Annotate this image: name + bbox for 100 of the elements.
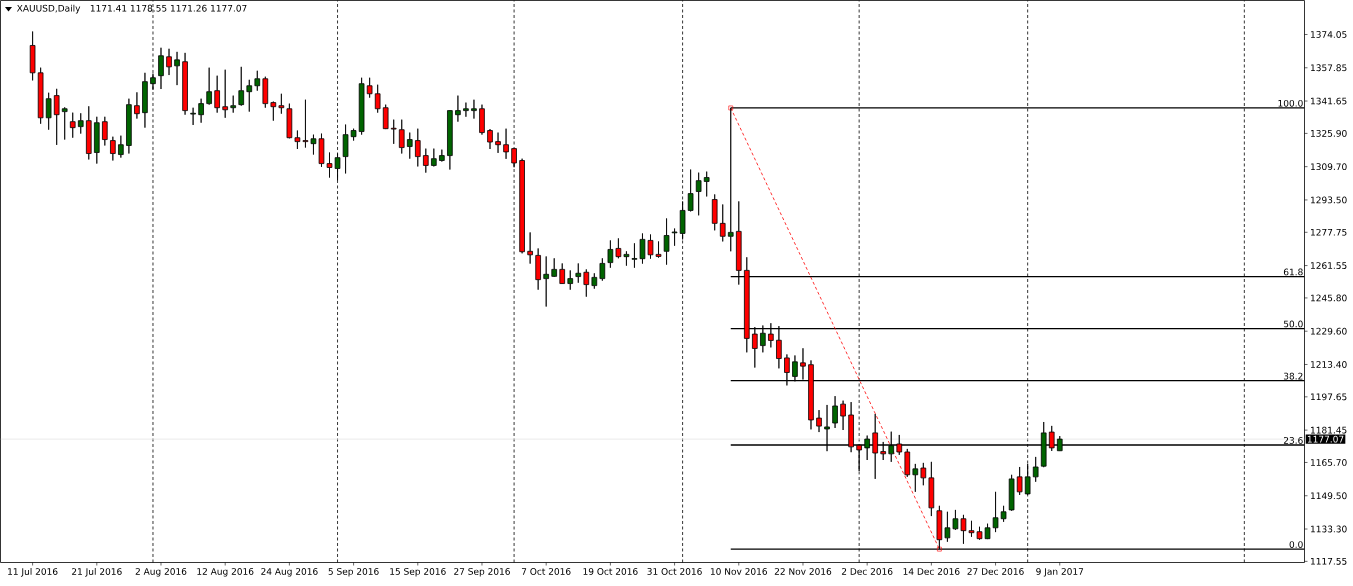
candlestick [471, 99, 477, 119]
candlestick [455, 95, 461, 123]
candlestick [294, 130, 301, 150]
x-tick-label: 31 Oct 2016 [647, 568, 702, 575]
candlestick [198, 98, 204, 124]
x-tick-label: 2 Aug 2016 [135, 568, 187, 577]
candlestick [575, 263, 582, 284]
candlestick [447, 109, 453, 170]
x-tick-label: 11 Jul 2016 [8, 568, 58, 577]
candlestick [254, 70, 261, 92]
x-tick-label: 5 Sep 2016 [328, 568, 379, 577]
candlestick [262, 76, 269, 109]
candlestick [832, 395, 838, 429]
annotation: 23.6 [1283, 436, 1303, 444]
x-tick-label: 9 Jan 2017 [1036, 568, 1084, 577]
candlestick [246, 79, 253, 113]
annotation: 38.2 [1283, 372, 1303, 380]
y-tick-label: 1309.70 [1311, 163, 1347, 171]
candlestick [134, 91, 140, 119]
annotation: 0.0 [1289, 541, 1303, 548]
candlestick [69, 112, 76, 139]
x-tick-label: 27 Sep 2016 [454, 568, 510, 577]
candlestick [495, 132, 501, 154]
candlestick [382, 104, 389, 130]
candlestick [358, 77, 365, 136]
candlestick [214, 75, 220, 114]
y-tick-label: 1277.75 [1311, 228, 1347, 236]
candlestick [551, 257, 558, 278]
candlestick [206, 67, 212, 106]
y-tick-label: 1197.65 [1311, 393, 1347, 401]
chart-title: XAUUSD,Daily [16, 4, 81, 14]
chart-subtitle: 1171.41 1178.55 1171.26 1177.07 [90, 4, 247, 12]
candlestick [270, 101, 277, 122]
candlestick [559, 263, 566, 285]
candlestick [944, 511, 951, 543]
candlestick [992, 491, 999, 533]
candlestick [487, 128, 493, 150]
candlestick [166, 48, 172, 76]
y-tick-label: 1341.65 [1311, 97, 1347, 105]
candlestick [840, 400, 846, 431]
candlestick [816, 409, 822, 433]
candlestick [374, 84, 381, 114]
y-tick-label: 1229.60 [1311, 327, 1347, 335]
candlestick [406, 132, 413, 160]
candlestick [671, 228, 678, 247]
candlestick [912, 463, 919, 493]
candlestick [286, 103, 293, 139]
candlestick [535, 248, 541, 291]
y-tick-label: 1213.40 [1311, 361, 1347, 368]
candlestick [174, 51, 180, 86]
y-tick-label: 1357.85 [1311, 64, 1347, 72]
candlestick [519, 158, 525, 254]
x-tick-label: 2 Dec 2016 [841, 568, 893, 575]
candlestick [431, 148, 437, 167]
candlestick [928, 461, 935, 517]
y-tick-label: 1181.45 [1311, 426, 1347, 434]
candlestick [190, 107, 196, 126]
candlestick [1032, 456, 1039, 483]
x-tick-label: 21 Jul 2016 [71, 568, 122, 577]
candlestick [719, 204, 726, 242]
candlestick [85, 105, 92, 160]
x-tick-label: 27 Dec 2016 [967, 568, 1024, 575]
candlestick [591, 272, 598, 290]
candlestick [53, 88, 60, 146]
candlestick [567, 270, 574, 291]
candlestick [37, 67, 44, 125]
y-tick-label: 1245.80 [1311, 294, 1347, 302]
annotation: 61.8 [1283, 268, 1303, 276]
candlestick [1000, 505, 1007, 523]
candlestick [29, 31, 36, 81]
candlestick [1008, 474, 1015, 512]
candlestick [960, 514, 967, 545]
candlestick [230, 95, 237, 114]
x-tick-label: 24 Aug 2016 [261, 568, 318, 577]
candlestick [904, 448, 911, 478]
candlestick [142, 72, 148, 129]
text: 1177.07 [1307, 435, 1344, 443]
candlestick [110, 136, 116, 161]
x-tick-label: 14 Dec 2016 [903, 568, 960, 575]
candlestick [615, 237, 622, 259]
candlestick [366, 77, 373, 99]
y-tick-label: 1165.70 [1311, 459, 1347, 466]
candlestick [182, 52, 188, 116]
candlestick [503, 128, 509, 160]
candlestick [61, 106, 68, 140]
candlestick [238, 66, 245, 107]
candlestick [45, 92, 52, 131]
candlestick [952, 509, 959, 531]
candlestick [695, 172, 702, 216]
x-tick-label: 22 Nov 2016 [774, 568, 832, 575]
x-tick-label: 7 Oct 2016 [521, 568, 571, 575]
candlestick [439, 149, 445, 162]
candlestick [543, 256, 549, 307]
candlestick [479, 104, 485, 136]
candlestick [920, 462, 927, 486]
candlestick [599, 257, 606, 282]
candlestick [463, 102, 469, 118]
candlestick [350, 128, 357, 141]
candlestick [703, 171, 710, 197]
candlestick [607, 240, 614, 269]
